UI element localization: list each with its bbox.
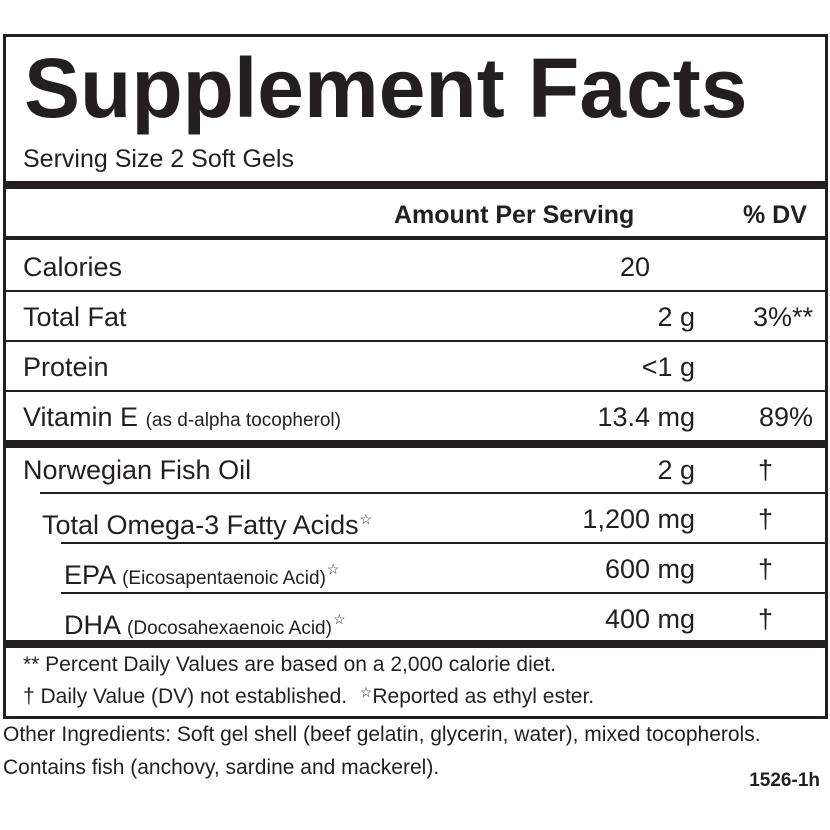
nutrient-name: Norwegian Fish Oil xyxy=(23,455,252,485)
nutrient-detail: (as d-alpha tocopherol) xyxy=(145,410,341,431)
nutrient-dv: 3%** xyxy=(752,302,813,332)
divider xyxy=(61,542,825,544)
header-dv: % DV xyxy=(743,201,807,229)
row-epa: EPA (Eicosapentaenoic Acid)☆ 600 mg † xyxy=(6,546,825,592)
divider xyxy=(40,492,825,494)
nutrient-name: Calories xyxy=(23,252,123,282)
nutrient-amount: <1 g xyxy=(641,352,695,382)
product-code: 1526-1h xyxy=(749,770,820,791)
nutrient-detail: (Docosahexaenoic Acid) xyxy=(127,618,332,639)
nutrient-amount: 13.4 mg xyxy=(597,402,695,432)
star-icon: ☆ xyxy=(326,561,340,577)
nutrient-name: Total Omega-3 Fatty Acids☆ xyxy=(42,510,373,540)
row-dha: DHA (Docosahexaenoic Acid)☆ 400 mg † xyxy=(6,596,825,642)
nutrient-name: DHA (Docosahexaenoic Acid)☆ xyxy=(64,610,346,640)
divider-thick xyxy=(6,181,825,189)
nutrient-amount: 2 g xyxy=(657,302,695,332)
other-ingredients: Other Ingredients: Soft gel shell (beef … xyxy=(3,723,761,779)
row-protein: Protein <1 g xyxy=(6,344,825,390)
nutrient-detail: (Eicosapentaenoic Acid) xyxy=(122,568,326,589)
nutrient-amount: 2 g xyxy=(657,455,695,485)
nutrient-name: EPA (Eicosapentaenoic Acid)☆ xyxy=(64,560,340,590)
nutrient-name: Vitamin E (as d-alpha tocopherol) xyxy=(23,402,341,432)
serving-size: Serving Size 2 Soft Gels xyxy=(23,145,294,173)
supplement-facts-panel: Supplement Facts Serving Size 2 Soft Gel… xyxy=(3,34,828,719)
header-amount: Amount Per Serving xyxy=(394,201,635,229)
divider xyxy=(6,340,825,342)
row-vitamin-e: Vitamin E (as d-alpha tocopherol) 13.4 m… xyxy=(6,394,825,440)
nutrient-amount: 400 mg xyxy=(604,604,695,634)
row-calories: Calories 20 xyxy=(6,244,825,290)
row-omega3: Total Omega-3 Fatty Acids☆ 1,200 mg † xyxy=(6,496,825,542)
nutrient-dv: † xyxy=(757,504,773,534)
divider xyxy=(61,592,825,594)
nutrient-dv: † xyxy=(757,604,773,634)
footnote-dv-basis: ** Percent Daily Values are based on a 2… xyxy=(23,653,557,676)
nutrient-dv: † xyxy=(757,554,773,584)
nutrient-dv: † xyxy=(757,455,773,485)
divider xyxy=(6,390,825,392)
star-icon: ☆ xyxy=(359,684,373,700)
nutrient-name: Total Fat xyxy=(23,302,127,332)
divider-thick xyxy=(6,640,825,648)
nutrient-amount: 20 xyxy=(619,252,650,282)
panel-title: Supplement Facts xyxy=(24,41,748,135)
row-fish-oil: Norwegian Fish Oil 2 g † xyxy=(6,447,825,493)
divider xyxy=(6,290,825,292)
divider-header xyxy=(6,236,825,240)
star-icon: ☆ xyxy=(359,511,373,527)
nutrient-amount: 1,200 mg xyxy=(582,504,695,534)
star-icon: ☆ xyxy=(332,611,346,627)
nutrient-dv: 89% xyxy=(758,402,813,432)
row-total-fat: Total Fat 2 g 3%** xyxy=(6,294,825,340)
footnote-dv-not-established: † Daily Value (DV) not established. ☆Rep… xyxy=(23,684,595,708)
nutrient-name: Protein xyxy=(23,352,109,382)
divider-thick xyxy=(6,440,825,448)
nutrient-amount: 600 mg xyxy=(604,554,695,584)
